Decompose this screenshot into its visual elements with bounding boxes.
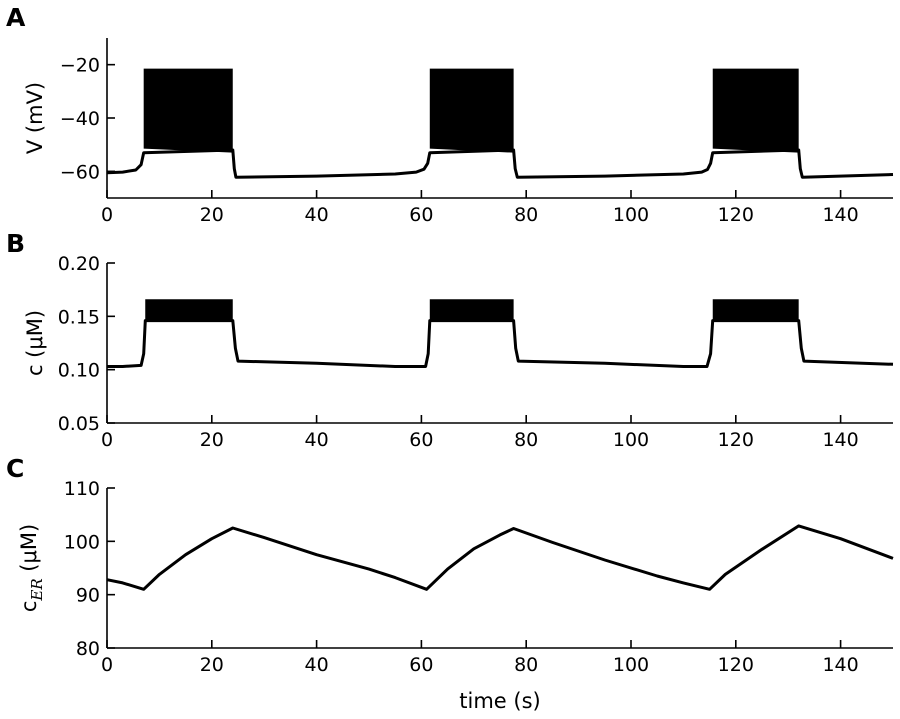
x-axis-label: time (s): [459, 689, 540, 713]
y-tick-label: 90: [76, 585, 100, 607]
panel-a: A 0 20 40 60 80 100 120 140 −60 −40 −20 V (mV): [6, 3, 894, 226]
burst-band: [712, 68, 799, 153]
plot-area-c: 0 20 40 60 80 100 120 140 80 90 100 110 cER (μM) time…: [17, 478, 894, 713]
x-tick-label: 140: [822, 429, 858, 451]
y-axis-label: cER (μM): [17, 524, 46, 612]
series-line: [107, 319, 894, 368]
x-tick-label: 0: [101, 654, 113, 676]
burst-band: [712, 299, 799, 321]
panel-letter-a: A: [6, 3, 26, 32]
panel-c: C 0 20 40 60 80 100 120 140 80 90 100 110 cER (μM) ti…: [6, 454, 894, 713]
burst-band: [429, 68, 514, 153]
x-tick-label: 60: [409, 204, 433, 226]
x-tick-label: 120: [718, 654, 754, 676]
y-tick-label: 80: [76, 638, 100, 660]
panel-b: B 0 20 40 60 80 100 120 140 0.05 0.10 0.15 0.20 c (μ…: [6, 229, 894, 451]
x-tick-label: 0: [101, 204, 113, 226]
burst-band: [145, 299, 233, 321]
x-tick-label: 20: [200, 654, 224, 676]
x-tick-label: 120: [718, 204, 754, 226]
burst-band: [143, 68, 233, 153]
x-tick-label: 20: [200, 429, 224, 451]
y-tick-label: 110: [64, 478, 100, 500]
x-tick-label: 100: [613, 204, 649, 226]
x-tick-label: 40: [305, 204, 329, 226]
x-tick-label: 40: [305, 654, 329, 676]
y-tick-label: 0.10: [58, 360, 100, 382]
x-tick-label: 20: [200, 204, 224, 226]
y-tick-label: −20: [60, 55, 100, 77]
x-tick-label: 60: [409, 429, 433, 451]
x-tick-label: 140: [822, 204, 858, 226]
x-tick-label: 140: [822, 654, 858, 676]
series-line: [106, 524, 894, 591]
x-tick-label: 80: [514, 429, 538, 451]
x-tick-label: 0: [101, 429, 113, 451]
burst-band: [429, 299, 514, 321]
y-axis-label: V (mV): [23, 82, 47, 154]
x-tick-label: 120: [718, 429, 754, 451]
x-tick-label: 100: [613, 429, 649, 451]
plot-area-b: 0 20 40 60 80 100 120 140 0.05 0.10 0.15 0.20 c (μM): [23, 253, 894, 451]
x-tick-label: 100: [613, 654, 649, 676]
panel-letter-b: B: [6, 229, 25, 258]
plot-area-a: 0 20 40 60 80 100 120 140 −60 −40 −20 V (mV): [23, 38, 894, 226]
y-axis-label-part: (μM): [17, 524, 41, 579]
y-tick-label: 0.05: [58, 413, 100, 435]
x-tick-label: 60: [409, 654, 433, 676]
y-tick-label: 0.20: [58, 253, 100, 275]
x-tick-label: 80: [514, 654, 538, 676]
panel-letter-c: C: [6, 454, 24, 483]
series-line: [106, 148, 894, 179]
y-tick-label: −40: [60, 108, 100, 130]
y-tick-label: 100: [64, 531, 100, 553]
x-tick-label: 40: [305, 429, 329, 451]
y-axis-label-part: c: [17, 601, 41, 613]
x-tick-label: 80: [514, 204, 538, 226]
y-tick-label: 0.15: [58, 306, 100, 328]
y-tick-label: −60: [60, 161, 100, 183]
y-axis-label: c (μM): [23, 310, 47, 376]
y-axis-label-part: ER: [28, 578, 46, 601]
